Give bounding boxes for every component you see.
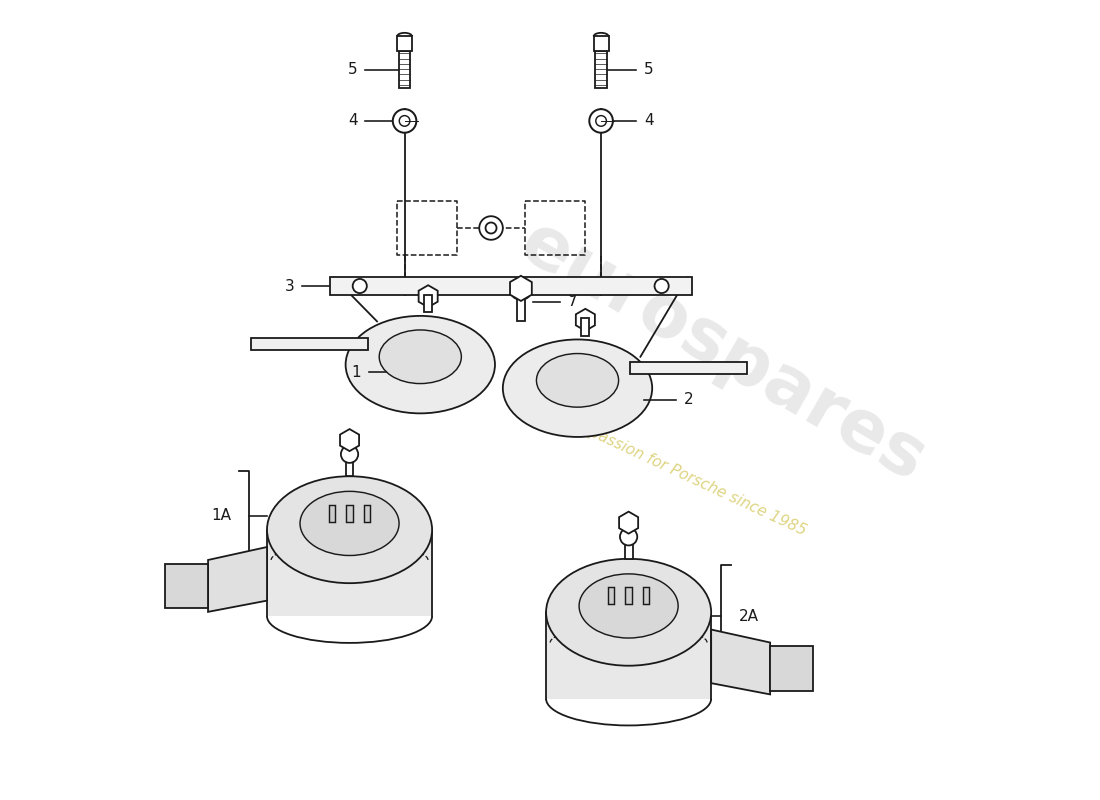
Text: 2A: 2A [739, 609, 759, 624]
Bar [594, 37, 608, 50]
Circle shape [596, 116, 606, 126]
Text: 7: 7 [568, 294, 578, 310]
Circle shape [480, 216, 503, 240]
Bar [330, 278, 692, 294]
Circle shape [341, 446, 359, 463]
Bar [165, 564, 208, 608]
Ellipse shape [345, 316, 495, 414]
Ellipse shape [267, 476, 432, 583]
Circle shape [654, 279, 669, 293]
Bar [608, 587, 615, 604]
Text: 4: 4 [645, 114, 654, 129]
Text: 3: 3 [285, 278, 295, 294]
Bar [346, 505, 353, 522]
Bar [630, 362, 747, 374]
Bar [425, 294, 432, 312]
Bar [397, 37, 412, 50]
Circle shape [393, 109, 417, 133]
Bar [582, 318, 590, 335]
Circle shape [590, 109, 613, 133]
Ellipse shape [546, 558, 712, 666]
Text: 4: 4 [348, 114, 358, 129]
Text: eurospares: eurospares [508, 209, 938, 497]
Text: 1A: 1A [211, 509, 232, 523]
Text: 2: 2 [683, 393, 693, 407]
Text: 6: 6 [566, 285, 576, 300]
Bar [625, 537, 632, 558]
Ellipse shape [503, 339, 652, 437]
Bar [546, 612, 712, 698]
Text: 1: 1 [352, 365, 361, 380]
Bar [626, 587, 631, 604]
Bar [267, 530, 432, 616]
Bar [770, 646, 813, 690]
Text: 5: 5 [645, 62, 654, 78]
Circle shape [353, 279, 366, 293]
Bar [399, 50, 410, 87]
Bar [642, 587, 649, 604]
Bar [345, 454, 353, 476]
Circle shape [620, 528, 637, 546]
Bar [595, 50, 607, 87]
Bar [251, 338, 368, 350]
Text: a passion for Porsche since 1985: a passion for Porsche since 1985 [574, 418, 808, 538]
Ellipse shape [537, 354, 618, 407]
Polygon shape [208, 547, 267, 612]
Ellipse shape [579, 574, 678, 638]
Polygon shape [712, 630, 770, 694]
Text: 5: 5 [348, 62, 358, 78]
Bar [517, 298, 525, 322]
Bar [329, 505, 336, 522]
Ellipse shape [300, 491, 399, 555]
Ellipse shape [379, 330, 461, 383]
Bar [364, 505, 370, 522]
Circle shape [485, 222, 496, 234]
Circle shape [399, 116, 410, 126]
